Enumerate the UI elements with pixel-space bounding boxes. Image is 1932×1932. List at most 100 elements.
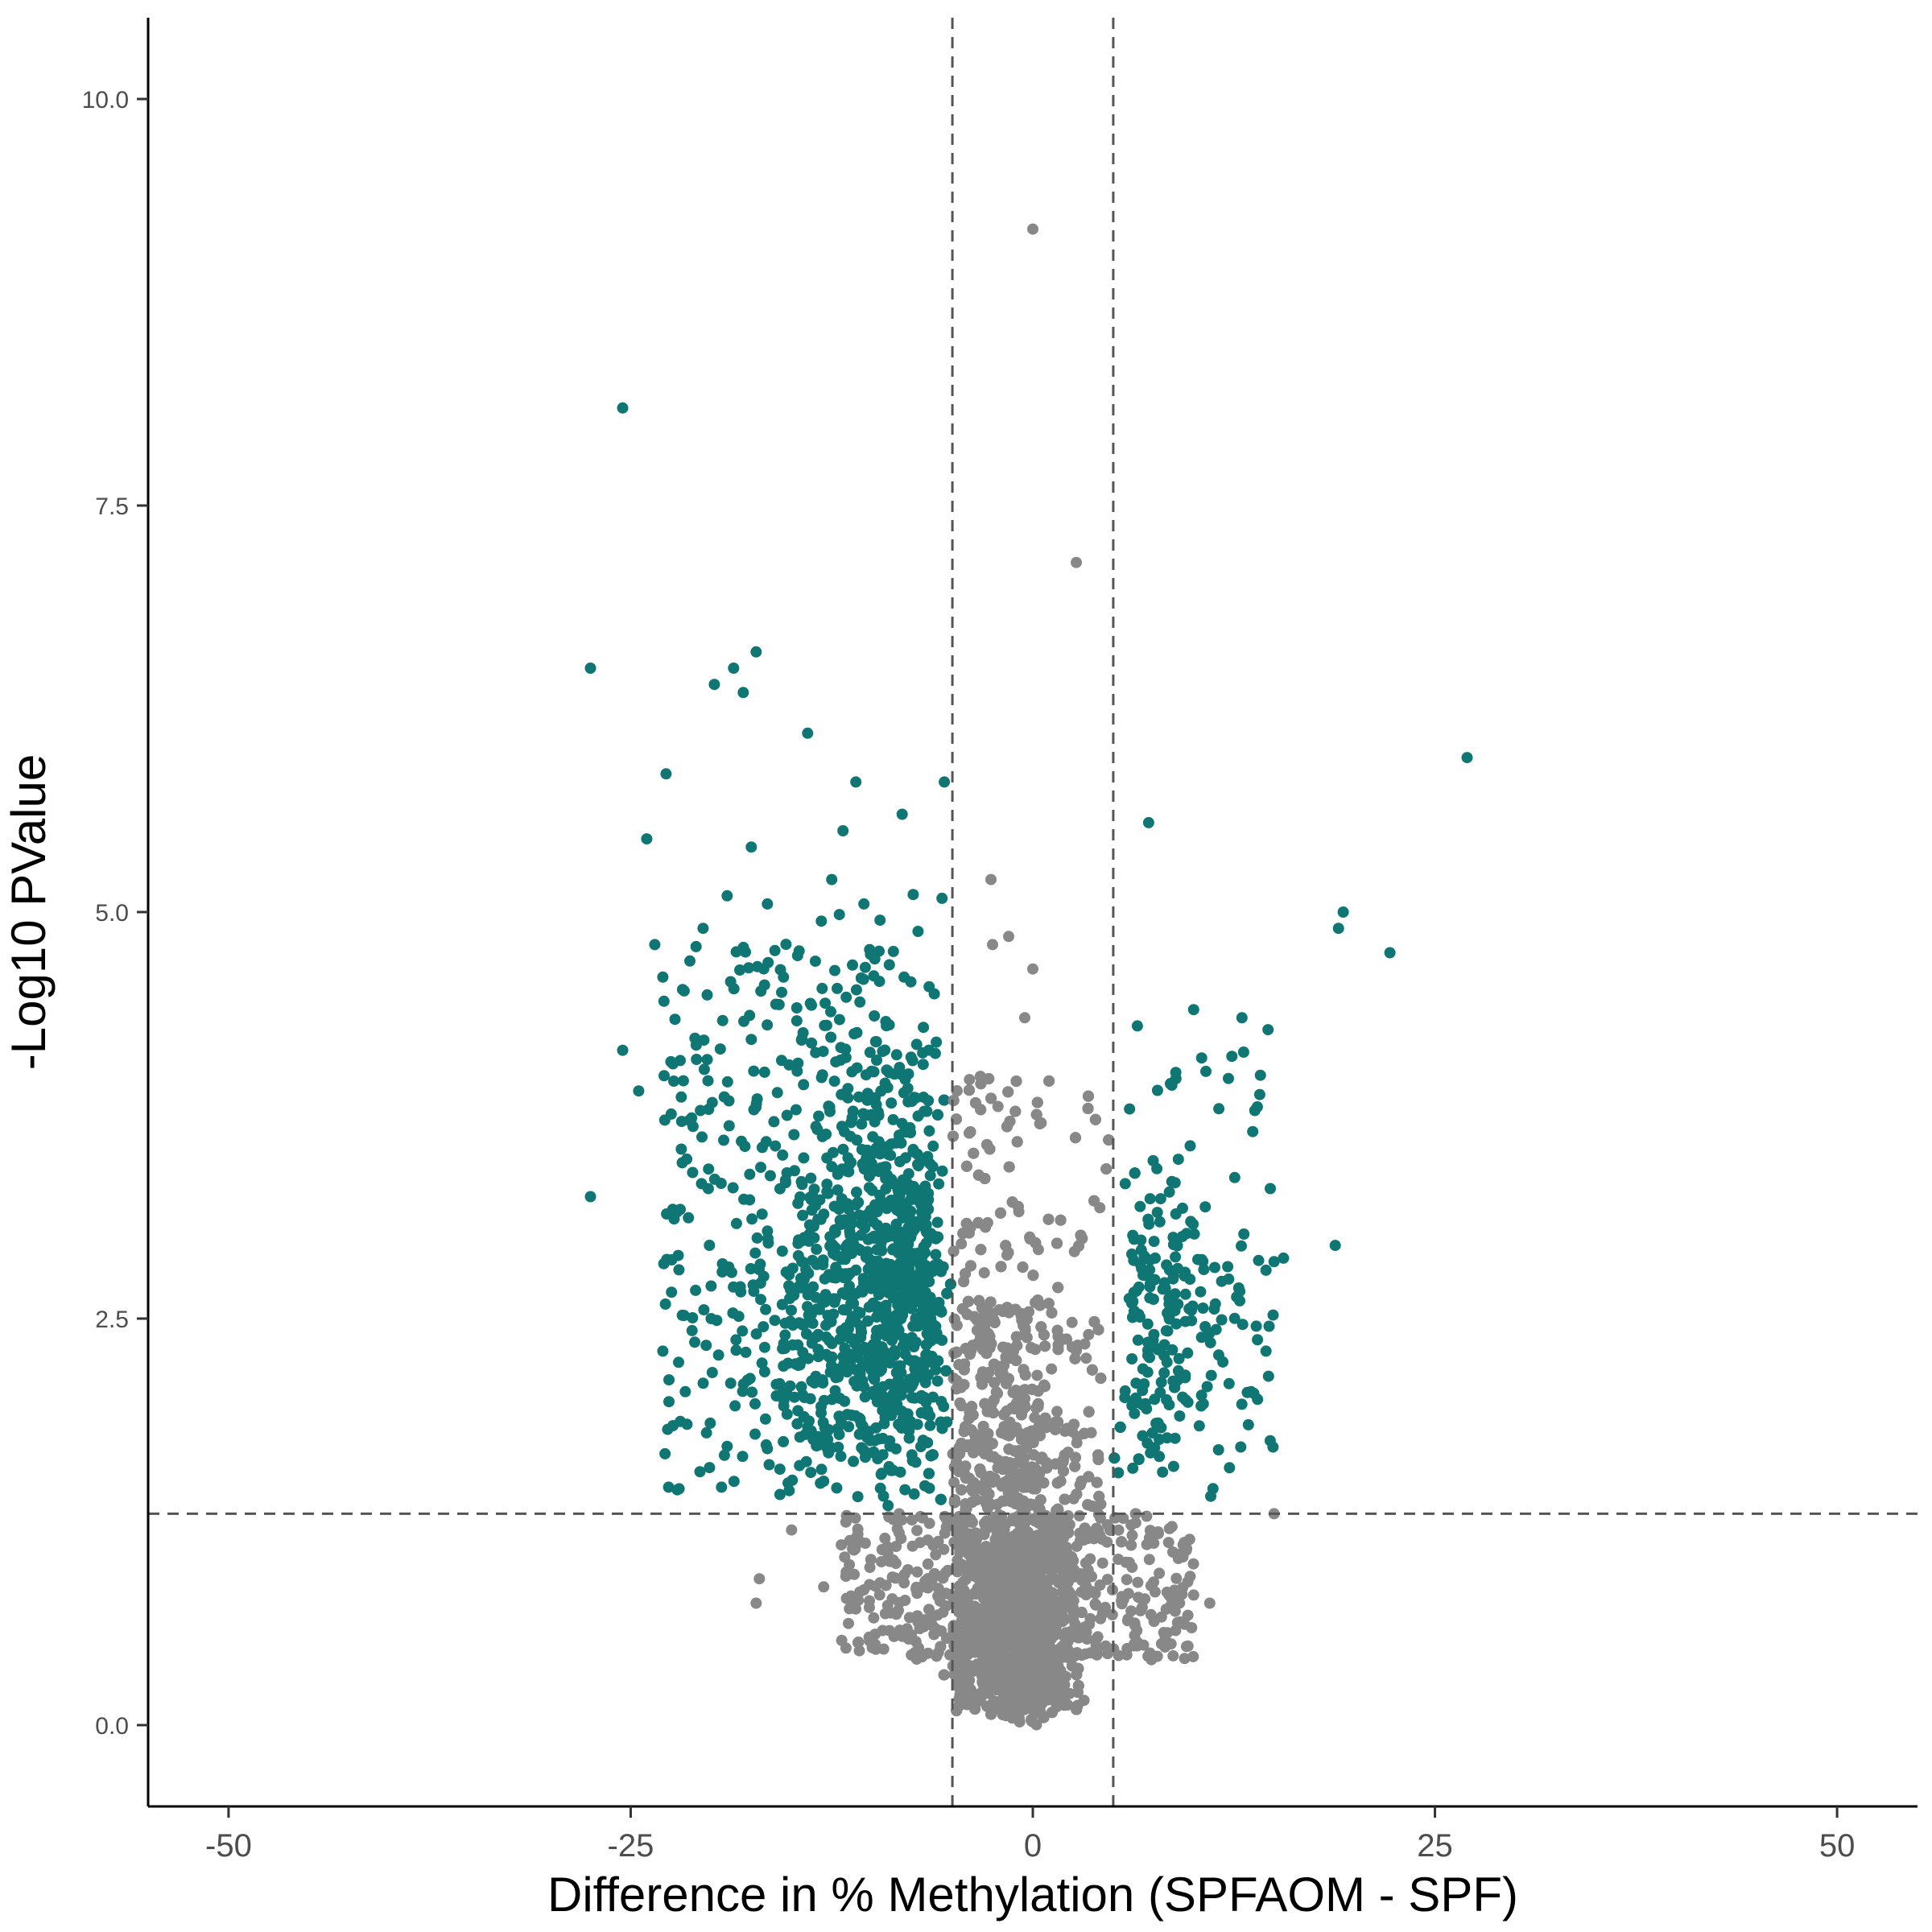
point-not-significant: [1033, 1517, 1045, 1529]
point-not-significant: [964, 1074, 976, 1086]
point-not-significant: [1018, 1364, 1030, 1376]
point-not-significant: [958, 1364, 970, 1376]
point-significant: [935, 1416, 947, 1428]
point-not-significant: [1011, 1136, 1023, 1148]
point-not-significant: [985, 1092, 997, 1104]
point-not-significant: [948, 1668, 960, 1680]
point-not-significant: [1032, 1385, 1044, 1397]
point-not-significant: [1010, 1355, 1022, 1366]
point-not-significant: [1051, 1406, 1063, 1418]
point-not-significant: [960, 1160, 972, 1172]
point-not-significant: [1100, 1163, 1113, 1175]
point-not-significant: [1116, 1536, 1128, 1548]
point-significant: [923, 1468, 935, 1480]
point-not-significant: [947, 1373, 960, 1385]
point-not-significant: [1060, 1333, 1072, 1345]
point-not-significant: [1039, 1340, 1051, 1352]
point-significant: [1129, 1167, 1141, 1179]
point-not-significant: [957, 1228, 969, 1240]
point-not-significant: [948, 1476, 960, 1488]
point-not-significant: [1019, 1309, 1031, 1320]
point-not-significant: [994, 1207, 1006, 1219]
point-not-significant: [967, 1484, 979, 1496]
point-not-significant: [1042, 1298, 1055, 1310]
point-not-significant: [1066, 1316, 1078, 1328]
point-not-significant: [1093, 1490, 1105, 1502]
point-not-significant: [1006, 1196, 1018, 1208]
point-not-significant: [977, 1484, 989, 1496]
point-not-significant: [1013, 1715, 1026, 1728]
point-significant: [1113, 1467, 1125, 1479]
point-not-significant: [1030, 1108, 1042, 1121]
point-not-significant: [1031, 1096, 1043, 1108]
point-not-significant: [1046, 1363, 1058, 1375]
point-not-significant: [975, 1244, 987, 1256]
point-not-significant: [948, 1313, 960, 1325]
point-not-significant: [995, 1261, 1007, 1273]
point-not-significant: [1030, 1478, 1042, 1490]
point-not-significant: [968, 1147, 980, 1159]
point-not-significant: [1001, 1249, 1013, 1261]
point-not-significant: [954, 1397, 966, 1409]
point-not-significant: [1017, 1261, 1029, 1274]
point-significant: [938, 1094, 950, 1106]
point-not-significant: [1002, 1086, 1014, 1098]
point-not-significant: [1021, 1331, 1033, 1344]
point-not-significant: [992, 1100, 1004, 1113]
point-not-significant: [1009, 1105, 1022, 1117]
point-not-significant: [1083, 1328, 1095, 1340]
point-not-significant: [973, 1294, 985, 1307]
point-not-significant: [986, 1438, 998, 1450]
point-not-significant: [1022, 1426, 1034, 1439]
point-not-significant: [947, 1095, 960, 1107]
point-not-significant: [991, 1388, 1003, 1399]
point-not-significant: [1015, 1403, 1027, 1415]
point-not-significant: [1089, 1113, 1101, 1125]
point-not-significant: [964, 1084, 975, 1096]
point-not-significant: [947, 1245, 960, 1257]
point-not-significant: [1032, 1294, 1044, 1307]
point-not-significant: [1061, 1422, 1073, 1435]
point-not-significant: [956, 1484, 968, 1496]
point-not-significant: [1003, 1161, 1015, 1173]
point-not-significant: [1086, 1364, 1098, 1376]
point-not-significant: [983, 1496, 995, 1509]
point-not-significant: [1050, 1458, 1062, 1470]
point-not-significant: [1091, 1476, 1103, 1488]
point-not-significant: [978, 1267, 990, 1279]
point-not-significant: [1035, 1321, 1047, 1333]
point-not-significant: [1052, 1282, 1064, 1294]
point-not-significant: [1069, 1352, 1081, 1364]
point-not-significant: [964, 1126, 976, 1138]
point-not-significant: [1082, 1499, 1094, 1511]
point-not-significant: [1092, 1323, 1104, 1335]
point-not-significant: [977, 1421, 989, 1432]
points-layer: [584, 223, 1473, 1731]
point-not-significant: [1069, 1451, 1081, 1463]
point-not-significant: [956, 1238, 968, 1250]
point-not-significant: [1004, 1424, 1016, 1436]
point-not-significant: [985, 1708, 997, 1720]
point-not-significant: [961, 1308, 973, 1320]
point-not-significant: [1055, 1214, 1067, 1226]
point-not-significant: [1001, 1121, 1013, 1133]
point-significant: [931, 1108, 943, 1121]
point-not-significant: [1027, 1269, 1039, 1282]
point-not-significant: [1016, 1393, 1028, 1405]
point-not-significant: [1095, 1373, 1107, 1385]
point-not-significant: [1000, 1240, 1012, 1252]
point-not-significant: [1021, 1476, 1033, 1488]
point-not-significant: [974, 1463, 986, 1475]
point-not-significant: [966, 1496, 978, 1508]
point-not-significant: [981, 1139, 993, 1150]
point-not-significant: [1070, 1132, 1081, 1144]
point-not-significant: [1080, 1352, 1092, 1364]
point-not-significant: [960, 1217, 972, 1229]
point-not-significant: [1071, 1686, 1084, 1699]
point-not-significant: [1082, 1103, 1094, 1114]
point-not-significant: [1051, 1477, 1063, 1489]
point-not-significant: [953, 1465, 965, 1477]
point-not-significant: [1031, 1369, 1043, 1381]
point-not-significant: [1043, 1075, 1055, 1087]
